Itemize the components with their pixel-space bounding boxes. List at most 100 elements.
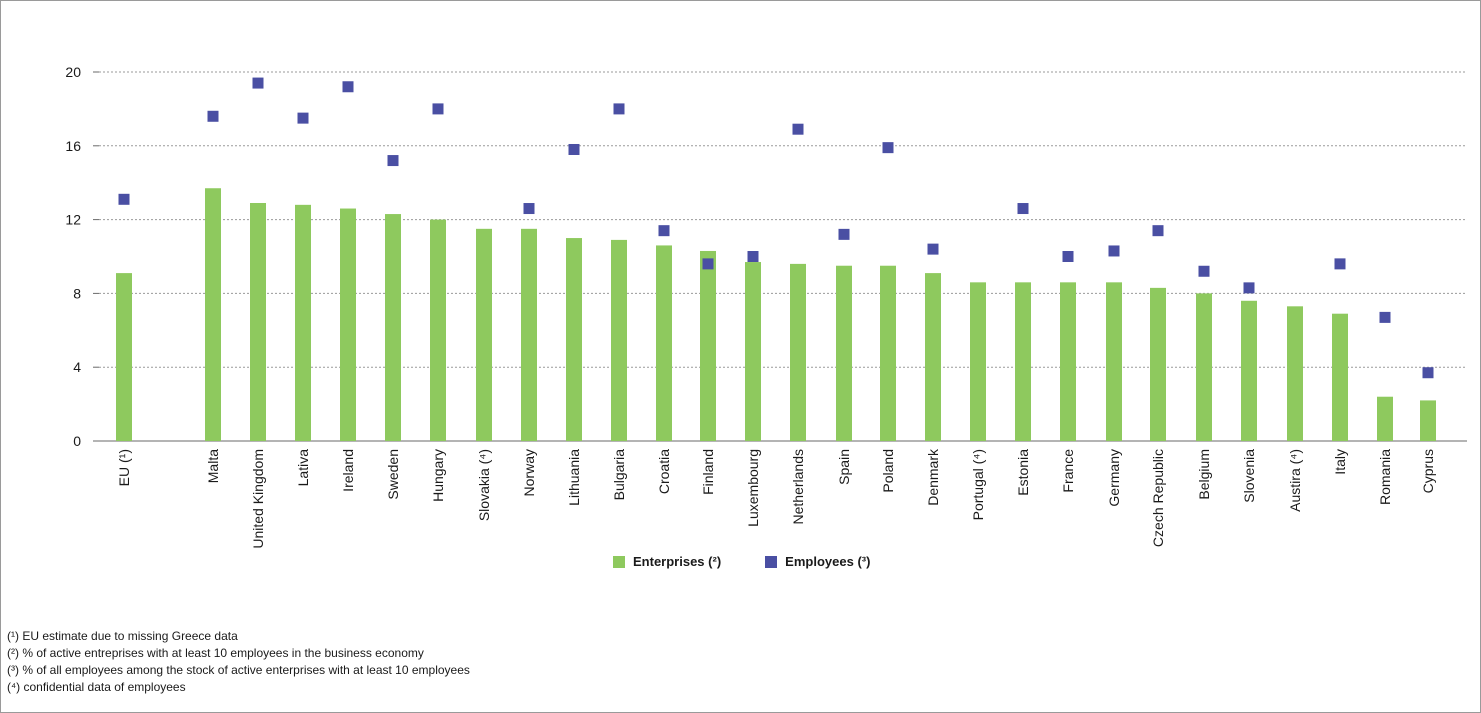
bar-enterprises [116, 273, 132, 441]
x-tick-label: Lativa [295, 449, 311, 487]
x-tick-label: Germany [1106, 449, 1122, 507]
marker-employees [523, 203, 535, 215]
x-tick-label: Sweden [385, 449, 401, 500]
gridlines [99, 71, 1467, 442]
marker-employees [613, 103, 625, 115]
legend-label-employees: Employees [785, 554, 854, 569]
x-tick-label: Netherlands [790, 449, 806, 525]
legend-sup-enterprises: (²) [708, 554, 722, 569]
legend-label-enterprises: Enterprises [633, 554, 705, 569]
bar-enterprises [1420, 400, 1436, 441]
marker-employees [882, 142, 894, 154]
bar-enterprises [700, 250, 716, 441]
bar-enterprises [1106, 282, 1122, 441]
marker-employees [1422, 367, 1434, 379]
bar-enterprises [476, 228, 492, 441]
x-tick-label: Lithuania [566, 449, 582, 506]
y-axis-ticks: 0 4 8 12 16 20 [65, 64, 99, 449]
bar-enterprises [1377, 396, 1393, 441]
x-tick-label: Portugal (⁴) [970, 449, 986, 520]
bar-enterprises [295, 204, 311, 441]
bar-enterprises [340, 208, 356, 441]
marker-employees [297, 112, 309, 124]
marker-employees [1334, 258, 1346, 270]
bar-enterprises [205, 188, 221, 441]
y-tick-label: 8 [73, 285, 81, 301]
legend-item-enterprises: Enterprises (²) [613, 554, 721, 569]
markers-employees [118, 77, 1434, 379]
legend: Enterprises (²) Employees (³) [613, 554, 914, 569]
x-tick-label: Norway [521, 449, 537, 496]
x-tick-label: United Kingdom [250, 449, 266, 549]
bar-enterprises [611, 239, 627, 441]
bar-enterprises [521, 228, 537, 441]
bar-enterprises [1196, 293, 1212, 441]
x-tick-label: Croatia [656, 449, 672, 494]
x-tick-label: Poland [880, 449, 896, 493]
footnote-text: % of all employees among the stock of ac… [19, 663, 470, 677]
bar-enterprises [836, 265, 852, 441]
footnote-mark: (⁴) [7, 680, 21, 694]
marker-employees [658, 225, 670, 237]
marker-employees [838, 228, 850, 240]
bar-enterprises [1287, 306, 1303, 441]
marker-employees [1379, 311, 1391, 323]
marker-employees [252, 77, 264, 89]
bars-enterprises [116, 188, 1436, 441]
marker-employees [207, 110, 219, 122]
marker-employees [927, 243, 939, 255]
footnotes: (¹) EU estimate due to missing Greece da… [7, 628, 470, 696]
marker-employees [747, 251, 759, 262]
marker-employees [568, 143, 580, 155]
x-tick-label: Spain [836, 449, 852, 485]
marker-employees [1152, 225, 1164, 237]
x-axis-ticks: EU (¹) Malta United Kingdom Lativa Ireland Sw… [116, 448, 1436, 549]
footnote-4: (⁴) confidential data of employees [7, 679, 470, 696]
bar-enterprises [970, 282, 986, 441]
legend-swatch-employees [765, 555, 778, 568]
bar-enterprises [1241, 300, 1257, 441]
marker-employees [432, 103, 444, 115]
x-tick-label: Malta [205, 449, 221, 483]
marker-employees [1243, 282, 1255, 294]
marker-employees [118, 193, 130, 205]
x-tick-label: Romania [1377, 449, 1393, 505]
x-tick-label: Slovakia (⁴) [476, 449, 492, 521]
x-tick-label: Finland [700, 449, 716, 495]
bar-enterprises [385, 214, 401, 441]
y-tick-label: 0 [73, 433, 81, 449]
marker-employees [1062, 251, 1074, 262]
marker-employees [792, 123, 804, 135]
x-tick-label: Austira (⁴) [1287, 449, 1303, 512]
x-tick-label: EU (¹) [116, 449, 132, 486]
footnote-text: EU estimate due to missing Greece data [19, 629, 238, 643]
x-tick-label: Denmark [925, 448, 941, 506]
footnote-text: % of active entreprises with at least 10… [19, 646, 424, 660]
footnote-mark: (¹) [7, 629, 19, 643]
x-tick-label: Hungary [430, 449, 446, 502]
x-tick-label: Bulgaria [611, 449, 627, 501]
bar-enterprises [1015, 282, 1031, 441]
legend-item-employees: Employees (³) [765, 554, 870, 569]
x-tick-label: Slovenia [1241, 449, 1257, 503]
bar-enterprises [745, 262, 761, 441]
x-tick-label: Ireland [340, 449, 356, 492]
marker-employees [342, 81, 354, 93]
x-tick-label: France [1060, 449, 1076, 493]
marker-employees [387, 155, 399, 167]
marker-employees [1198, 265, 1210, 277]
marker-employees [702, 258, 714, 270]
footnote-3: (³) % of all employees among the stock o… [7, 662, 470, 679]
y-tick-label: 4 [73, 359, 81, 375]
marker-employees [1108, 245, 1120, 257]
x-tick-label: Italy [1332, 449, 1348, 475]
footnote-mark: (²) [7, 646, 19, 660]
bar-enterprises [1060, 282, 1076, 441]
bar-enterprises [1332, 313, 1348, 441]
bar-enterprises [1150, 287, 1166, 441]
x-tick-label: Belgium [1196, 449, 1212, 500]
x-tick-label: Cyprus [1420, 449, 1436, 493]
marker-employees [1017, 203, 1029, 215]
